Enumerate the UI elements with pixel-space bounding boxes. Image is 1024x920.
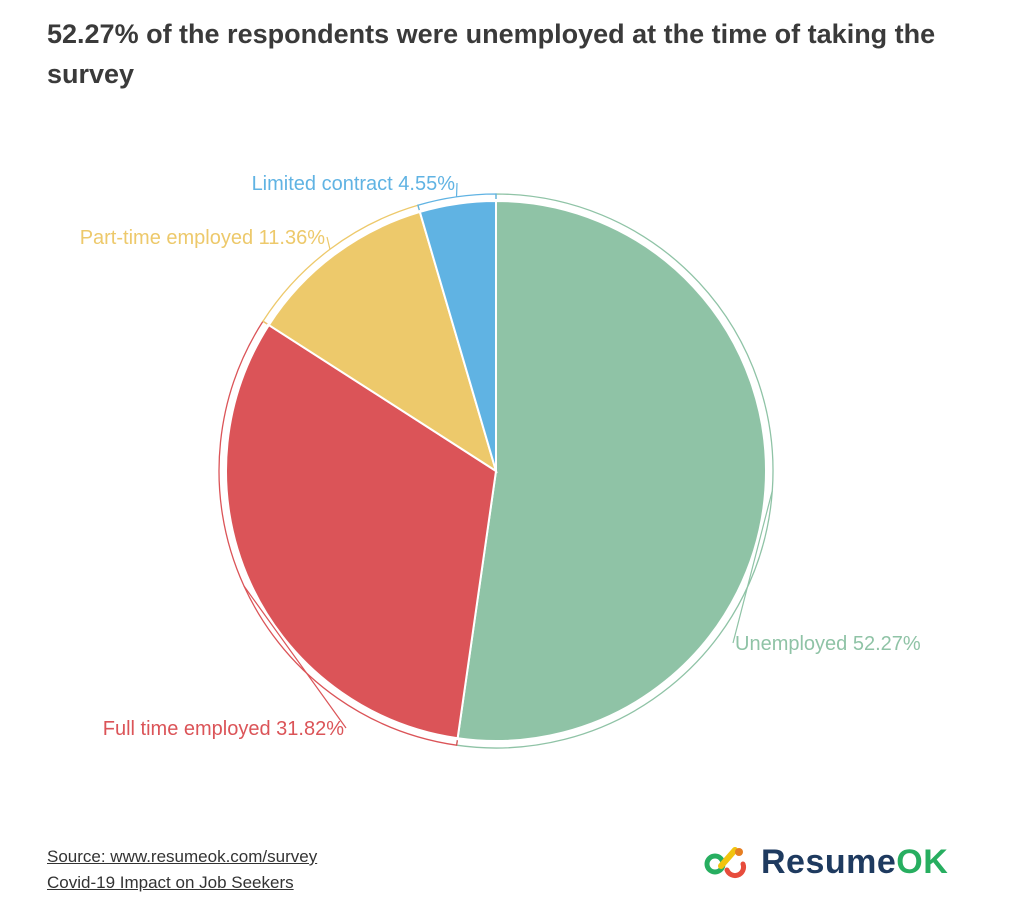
- pie-slice-unemployed: [456, 199, 767, 742]
- resumeok-logo-icon: [704, 847, 747, 879]
- slice-label: Full time employed 31.82%: [103, 718, 344, 740]
- slice-label: Unemployed 52.27%: [735, 633, 921, 655]
- slice-bracket: [262, 204, 420, 325]
- pie-slice-limited-contract: [418, 199, 497, 472]
- chart-title: 52.27% of the respondents were unemploye…: [47, 19, 936, 89]
- source-link[interactable]: Source: www.resumeok.com/survey: [47, 847, 318, 866]
- slice-bracket: [455, 193, 774, 749]
- brand-name-resume: Resume: [761, 842, 897, 881]
- brand-logo: ResumeOK: [697, 838, 948, 886]
- leader-line: [326, 236, 331, 250]
- slice-bracket: [417, 193, 497, 211]
- leader-line: [732, 490, 773, 644]
- survey-title-link[interactable]: Covid-19 Impact on Job Seekers: [47, 873, 294, 892]
- footer-source: Source: www.resumeok.com/survey Covid-19…: [47, 844, 317, 896]
- slice-label: Part-time employed 11.36%: [80, 227, 326, 249]
- brand-name-ok: OK: [896, 842, 949, 881]
- leader-line: [243, 585, 347, 729]
- pie-slice-part-time-employed: [267, 210, 498, 474]
- slice-label: Limited contract 4.55%: [252, 173, 456, 195]
